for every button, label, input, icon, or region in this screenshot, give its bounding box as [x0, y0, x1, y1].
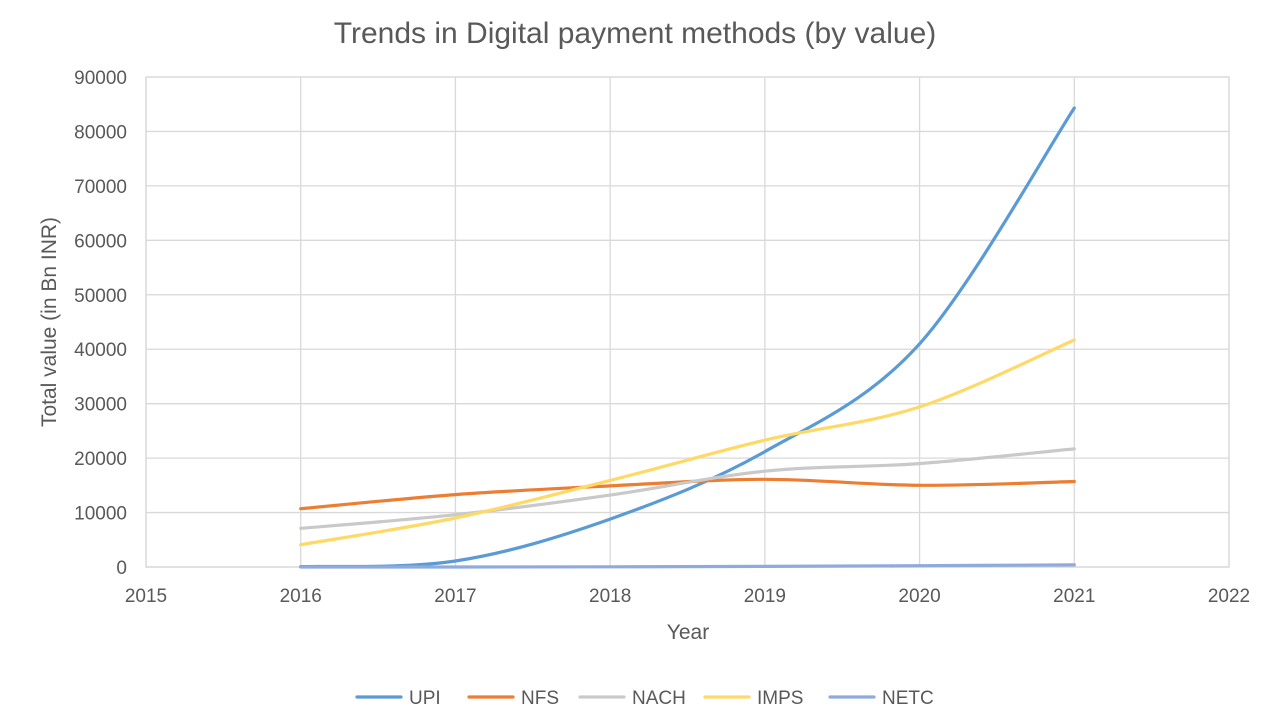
gridlines — [145, 76, 1230, 568]
legend-item-netc: NETC — [828, 688, 934, 709]
legend-item-nach: NACH — [578, 688, 686, 709]
legend-label: NACH — [632, 688, 686, 709]
legend-item-imps: IMPS — [703, 688, 803, 709]
y-tick-label: 0 — [116, 558, 127, 579]
legend-label: NFS — [521, 688, 559, 709]
legend-item-nfs: NFS — [467, 688, 559, 709]
x-tick-label: 2017 — [434, 586, 476, 607]
x-tick-label: 2021 — [1053, 586, 1095, 607]
y-tick-label: 90000 — [74, 68, 127, 89]
x-tick-label: 2019 — [744, 586, 786, 607]
chart-title: Trends in Digital payment methods (by va… — [334, 17, 937, 50]
y-axis-ticks: 0 10000 20000 30000 40000 50000 60000 70000 8000… — [74, 68, 127, 579]
y-tick-label: 10000 — [74, 504, 127, 525]
x-axis-label: Year — [667, 621, 709, 644]
x-tick-label: 2020 — [898, 586, 940, 607]
x-tick-label: 2018 — [589, 586, 631, 607]
series-line-imps — [299, 338, 1076, 547]
legend-label: NETC — [882, 688, 934, 709]
y-tick-label: 30000 — [74, 395, 127, 416]
legend-label: IMPS — [757, 688, 803, 709]
x-tick-label: 2016 — [280, 586, 322, 607]
y-tick-label: 50000 — [74, 286, 127, 307]
series-lines — [299, 106, 1076, 569]
y-tick-label: 40000 — [74, 340, 127, 361]
legend-label: UPI — [409, 688, 441, 709]
x-tick-label: 2015 — [125, 586, 167, 607]
y-tick-label: 20000 — [74, 449, 127, 470]
y-tick-label: 60000 — [74, 231, 127, 252]
x-axis-ticks: 2015 2016 2017 2018 2019 2020 2021 2022 — [125, 586, 1250, 607]
series-line-nach — [299, 447, 1076, 530]
plot-area-border — [145, 76, 1230, 568]
legend: UPI NFS NACH IMPS NETC — [355, 688, 934, 709]
x-tick-label: 2022 — [1208, 586, 1250, 607]
y-axis-label: Total value (in Bn INR) — [38, 217, 61, 427]
legend-item-upi: UPI — [355, 688, 441, 709]
y-tick-label: 80000 — [74, 122, 127, 143]
y-tick-label: 70000 — [74, 177, 127, 198]
series-line-netc — [299, 563, 1076, 569]
